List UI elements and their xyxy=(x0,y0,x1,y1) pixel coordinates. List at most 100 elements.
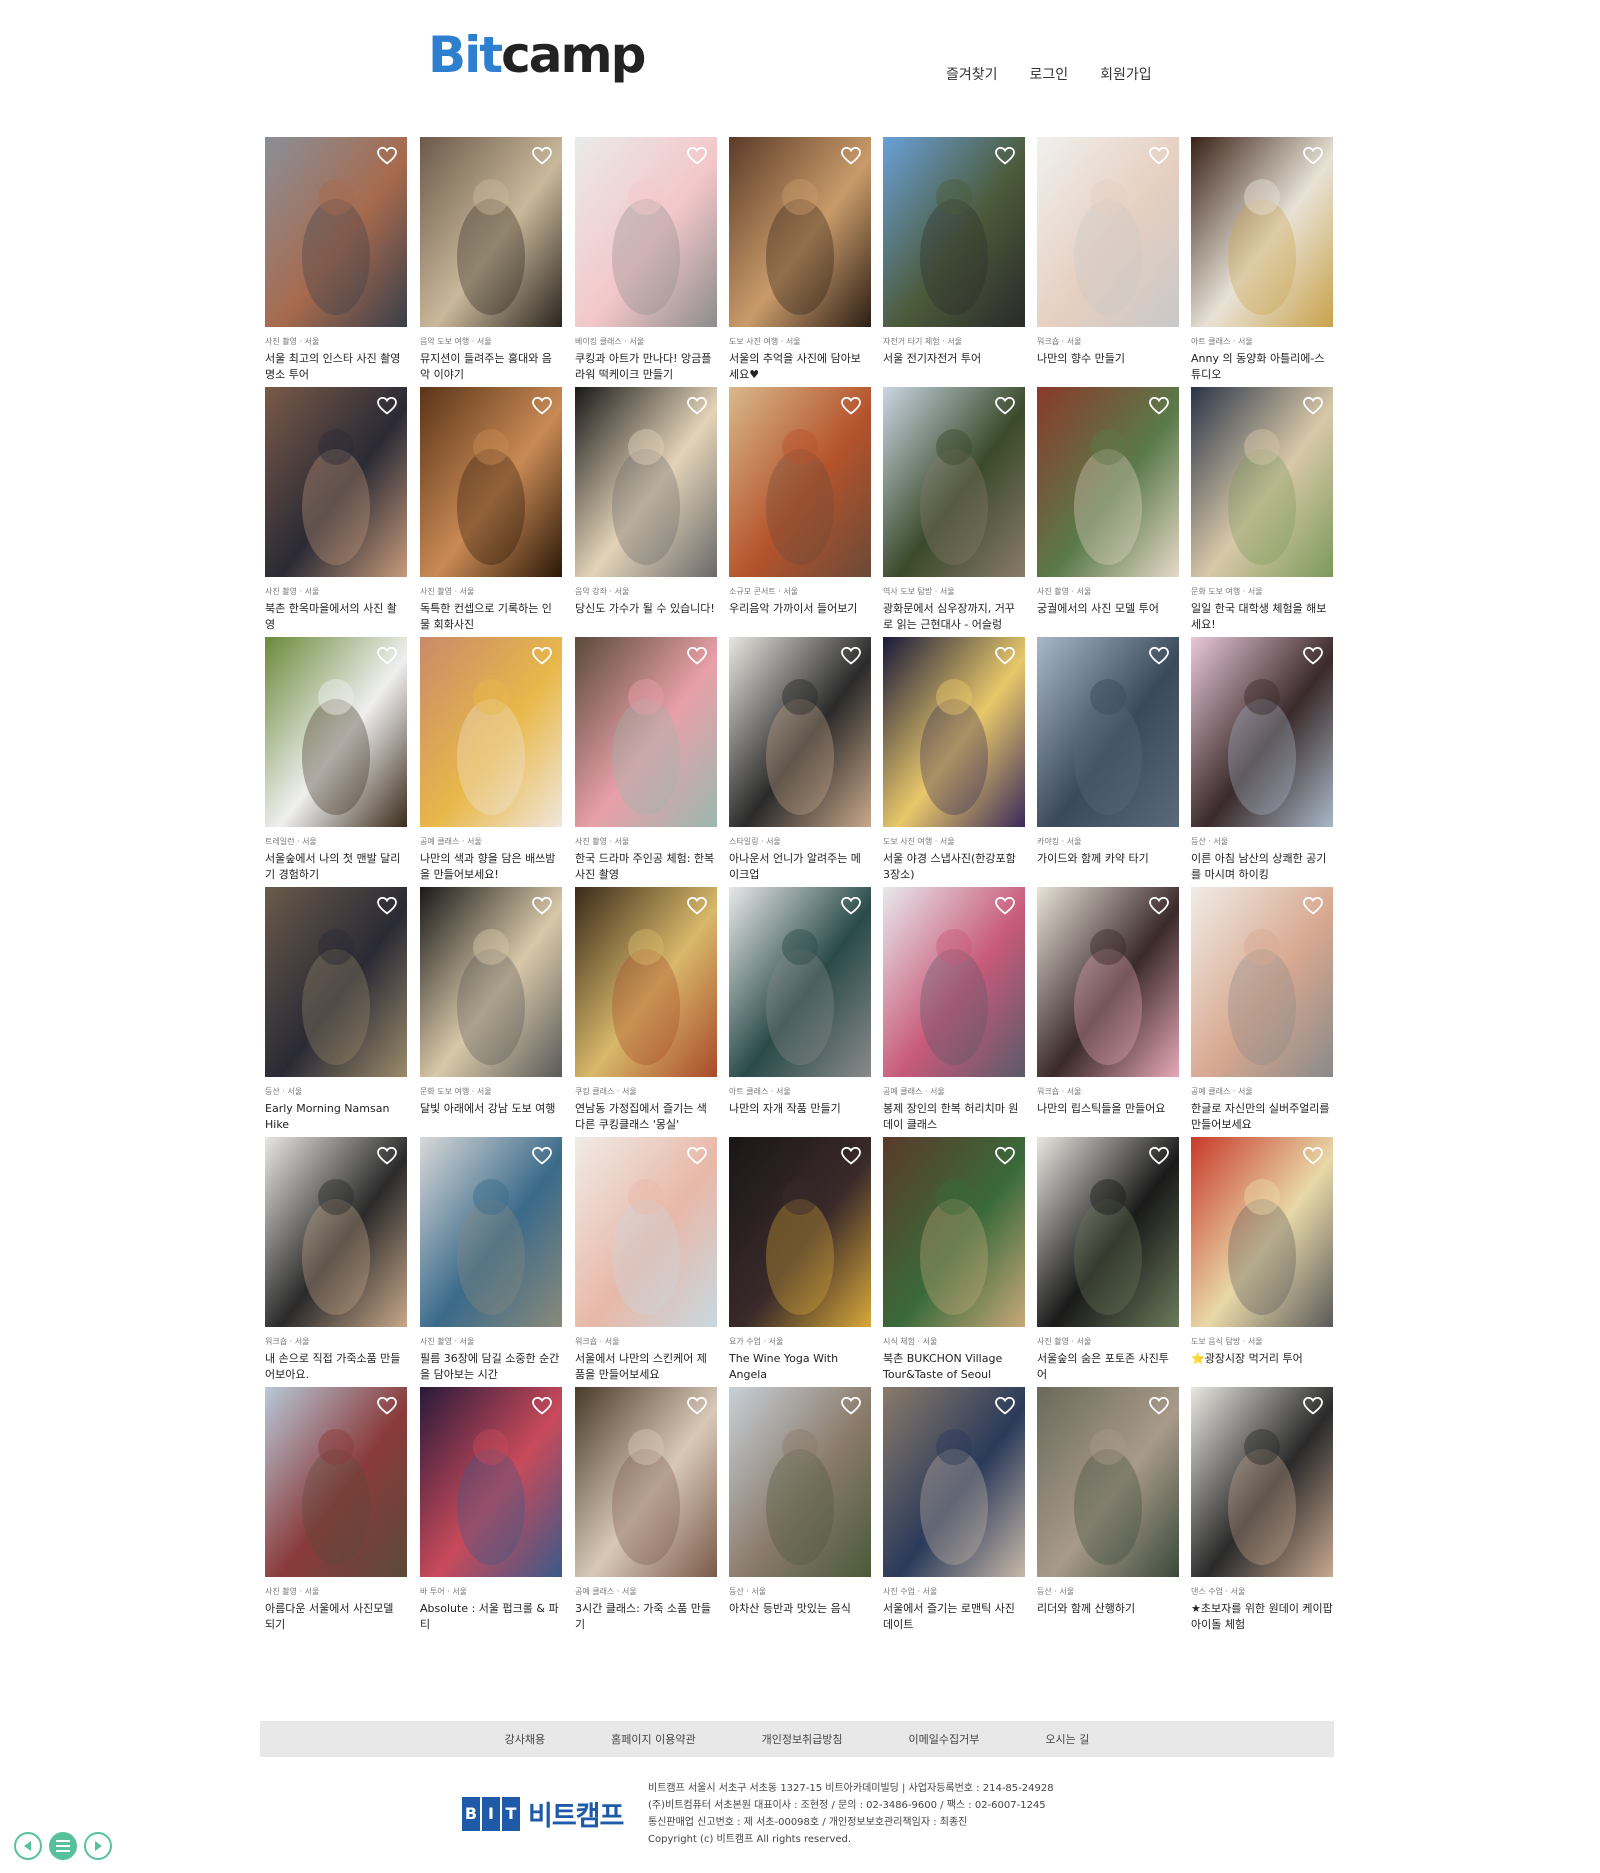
heart-icon[interactable] xyxy=(995,397,1015,415)
footer-link-instructor-recruit[interactable]: 강사채용 xyxy=(504,1733,546,1746)
card-title[interactable]: 서울의 추억을 사진에 담아보세요♥ xyxy=(729,352,861,381)
card-title[interactable]: 필름 36장에 담길 소중한 순간을 담아보는 시간 xyxy=(420,1352,560,1381)
card-title[interactable]: 연남동 가정집에서 즐기는 색다른 쿠킹클래스 '몽실' xyxy=(575,1102,707,1131)
card-title[interactable]: 나만의 자개 작품 만들기 xyxy=(729,1102,841,1115)
card-thumbnail[interactable] xyxy=(575,887,717,1077)
card-title[interactable]: ⭐광장시장 먹거리 투어 xyxy=(1191,1352,1303,1365)
heart-icon[interactable] xyxy=(1303,397,1323,415)
experience-card[interactable]: 트레일런 · 서울 서울숲에서 나의 첫 맨발 달리기 경험하기 xyxy=(265,637,407,883)
heart-icon[interactable] xyxy=(841,1397,861,1415)
heart-icon[interactable] xyxy=(687,897,707,915)
card-thumbnail[interactable] xyxy=(575,387,717,577)
card-thumbnail[interactable] xyxy=(1191,887,1333,1077)
card-title[interactable]: 나만의 향수 만들기 xyxy=(1037,352,1125,365)
card-title[interactable]: 3시간 클래스: 가죽 소품 만들기 xyxy=(575,1602,712,1631)
experience-card[interactable]: 사진 촬영 · 서울 서울 최고의 인스타 사진 촬영 명소 투어 xyxy=(265,137,407,383)
card-thumbnail[interactable] xyxy=(420,637,562,827)
card-title[interactable]: 나만의 립스틱들을 만들어요 xyxy=(1037,1102,1166,1115)
heart-icon[interactable] xyxy=(1303,147,1323,165)
card-thumbnail[interactable] xyxy=(1037,137,1179,327)
experience-card[interactable]: 워크숍 · 서울 나만의 향수 만들기 xyxy=(1037,137,1179,383)
experience-card[interactable]: 자전거 타기 체험 · 서울 서울 전기자전거 투어 xyxy=(883,137,1025,383)
nav-login-link[interactable]: 로그인 xyxy=(1029,67,1069,83)
heart-icon[interactable] xyxy=(687,147,707,165)
experience-card[interactable]: 도보 사진 여행 · 서울 서울 야경 스냅사진(한강포함 3장소) xyxy=(883,637,1025,883)
card-title[interactable]: 서울에서 나만의 스킨케어 제품을 만들어보세요 xyxy=(575,1352,707,1381)
experience-card[interactable]: 등산 · 서울 리더와 함께 산행하기 xyxy=(1037,1387,1179,1633)
card-thumbnail[interactable] xyxy=(1191,137,1333,327)
heart-icon[interactable] xyxy=(1149,897,1169,915)
heart-icon[interactable] xyxy=(1149,397,1169,415)
experience-card[interactable]: 스타일링 · 서울 아나운서 언니가 알려주는 메이크업 xyxy=(729,637,871,883)
experience-card[interactable]: 공예 클래스 · 서울 3시간 클래스: 가죽 소품 만들기 xyxy=(575,1387,717,1633)
experience-card[interactable]: 사진 촬영 · 서울 필름 36장에 담길 소중한 순간을 담아보는 시간 xyxy=(420,1137,562,1383)
heart-icon[interactable] xyxy=(1303,897,1323,915)
experience-card[interactable]: 등산 · 서울 아차산 등반과 맛있는 음식 xyxy=(729,1387,871,1633)
card-title[interactable]: 쿠킹과 아트가 만나다! 앙금플라워 떡케이크 만들기 xyxy=(575,352,712,381)
experience-card[interactable]: 공예 클래스 · 서울 봉제 장인의 한복 허리치마 원데이 클래스 xyxy=(883,887,1025,1133)
heart-icon[interactable] xyxy=(532,147,552,165)
card-thumbnail[interactable] xyxy=(1191,1387,1333,1577)
experience-card[interactable]: 사진 촬영 · 서울 아름다운 서울에서 사진모델 되기 xyxy=(265,1387,407,1633)
experience-card[interactable]: 아트 클래스 · 서울 Anny 의 동양화 아틀리에-스튜디오 xyxy=(1191,137,1333,383)
card-thumbnail[interactable] xyxy=(883,387,1025,577)
card-thumbnail[interactable] xyxy=(883,637,1025,827)
experience-card[interactable]: 카야킹 · 서울 가이드와 함께 카약 타기 xyxy=(1037,637,1179,883)
experience-card[interactable]: 사진 촬영 · 서울 북촌 한옥마을에서의 사진 촬영 xyxy=(265,387,407,633)
card-title[interactable]: 봉제 장인의 한복 허리치마 원데이 클래스 xyxy=(883,1102,1019,1131)
heart-icon[interactable] xyxy=(377,397,397,415)
card-title[interactable]: 일일 한국 대학생 체험을 해보세요! xyxy=(1191,602,1327,631)
heart-icon[interactable] xyxy=(841,397,861,415)
card-thumbnail[interactable] xyxy=(1191,637,1333,827)
card-thumbnail[interactable] xyxy=(729,137,871,327)
card-title[interactable]: 가이드와 함께 카약 타기 xyxy=(1037,852,1149,865)
card-thumbnail[interactable] xyxy=(420,387,562,577)
card-thumbnail[interactable] xyxy=(883,1137,1025,1327)
heart-icon[interactable] xyxy=(1149,147,1169,165)
card-thumbnail[interactable] xyxy=(265,1137,407,1327)
card-thumbnail[interactable] xyxy=(1037,887,1179,1077)
menu-icon[interactable] xyxy=(49,1832,77,1860)
heart-icon[interactable] xyxy=(995,1397,1015,1415)
footer-link-directions[interactable]: 오시는 길 xyxy=(1045,1733,1090,1746)
experience-card[interactable]: 사진 촬영 · 서울 독특한 컨셉으로 기록하는 인물 회화사진 xyxy=(420,387,562,633)
nav-favorites-link[interactable]: 즐겨찾기 xyxy=(946,67,998,83)
heart-icon[interactable] xyxy=(532,1397,552,1415)
heart-icon[interactable] xyxy=(1149,1397,1169,1415)
card-thumbnail[interactable] xyxy=(420,887,562,1077)
card-thumbnail[interactable] xyxy=(1037,637,1179,827)
experience-card[interactable]: 소규모 콘서트 · 서울 우리음악 가까이서 들어보기 xyxy=(729,387,871,633)
experience-card[interactable]: 워크숍 · 서울 내 손으로 직접 가죽소품 만들어보아요. xyxy=(265,1137,407,1383)
card-title[interactable]: 한국 드라마 주인공 체험: 한복 사진 촬영 xyxy=(575,852,715,881)
card-title[interactable]: 뮤지션이 들려주는 홍대와 음악 이야기 xyxy=(420,352,552,381)
card-title[interactable]: 서울에서 즐기는 로맨틱 사진 데이트 xyxy=(883,1602,1015,1631)
card-title[interactable]: 서울 최고의 인스타 사진 촬영 명소 투어 xyxy=(265,352,401,381)
card-thumbnail[interactable] xyxy=(575,1137,717,1327)
heart-icon[interactable] xyxy=(532,397,552,415)
arrow-left-icon[interactable] xyxy=(14,1832,42,1860)
experience-card[interactable]: 음악 도보 여행 · 서울 뮤지션이 들려주는 홍대와 음악 이야기 xyxy=(420,137,562,383)
footer-link-email-refusal[interactable]: 이메일수집거부 xyxy=(908,1733,980,1746)
experience-card[interactable]: 바 투어 · 서울 Absolute : 서울 펍크롤 & 파티 xyxy=(420,1387,562,1633)
card-title[interactable]: 서울숲에서 나의 첫 맨발 달리기 경험하기 xyxy=(265,852,401,881)
card-title[interactable]: 한글로 자신만의 실버주얼리를 만들어보세요 xyxy=(1191,1102,1330,1131)
experience-card[interactable]: 워크숍 · 서울 나만의 립스틱들을 만들어요 xyxy=(1037,887,1179,1133)
card-title[interactable]: 독특한 컨셉으로 기록하는 인물 회화사진 xyxy=(420,602,552,631)
heart-icon[interactable] xyxy=(532,897,552,915)
experience-card[interactable]: 사진 촬영 · 서울 궁궐에서의 사진 모델 투어 xyxy=(1037,387,1179,633)
heart-icon[interactable] xyxy=(687,647,707,665)
experience-card[interactable]: 도보 음식 탐방 · 서울 ⭐광장시장 먹거리 투어 xyxy=(1191,1137,1333,1383)
heart-icon[interactable] xyxy=(841,147,861,165)
heart-icon[interactable] xyxy=(377,1397,397,1415)
card-title[interactable]: 광화문에서 심우장까지, 거꾸로 읽는 근현대사 - 어슬렁 xyxy=(883,602,1015,631)
card-title[interactable]: 서울숲의 숨은 포토존 사진투어 xyxy=(1037,1352,1169,1381)
card-thumbnail[interactable] xyxy=(420,1387,562,1577)
heart-icon[interactable] xyxy=(995,147,1015,165)
experience-card[interactable]: 도보 사진 여행 · 서울 서울의 추억을 사진에 담아보세요♥ xyxy=(729,137,871,383)
card-title[interactable]: Absolute : 서울 펍크롤 & 파티 xyxy=(420,1602,559,1631)
heart-icon[interactable] xyxy=(1149,647,1169,665)
card-thumbnail[interactable] xyxy=(265,137,407,327)
experience-card[interactable]: 문화 도보 여행 · 서울 달빛 아래에서 강남 도보 여행 xyxy=(420,887,562,1133)
card-title[interactable]: 우리음악 가까이서 들어보기 xyxy=(729,602,858,615)
card-title[interactable]: 나만의 색과 향을 담은 배쓰밤을 만들어보세요! xyxy=(420,852,556,881)
